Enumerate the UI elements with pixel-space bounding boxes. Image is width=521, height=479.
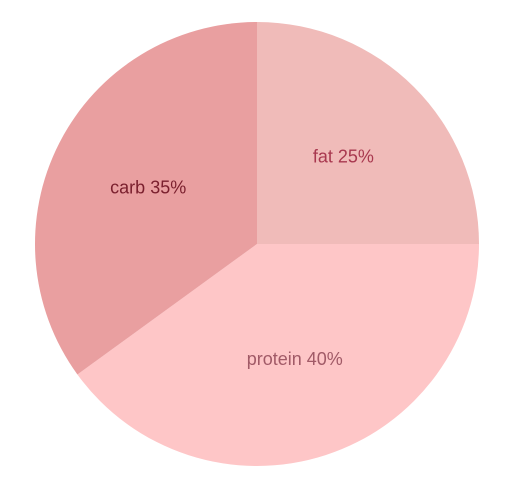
pie-slice-protein — [77, 244, 480, 466]
pie-label-fat: fat 25% — [313, 146, 374, 166]
pie-label-carb: carb 35% — [110, 177, 186, 197]
pie-slice-carb — [35, 22, 257, 375]
pie-slice-fat — [257, 22, 479, 244]
pie-labels: fat 25% protein 40% carb 35% — [110, 146, 374, 368]
pie-label-protein: protein 40% — [247, 349, 343, 369]
pie-slices — [35, 22, 480, 466]
